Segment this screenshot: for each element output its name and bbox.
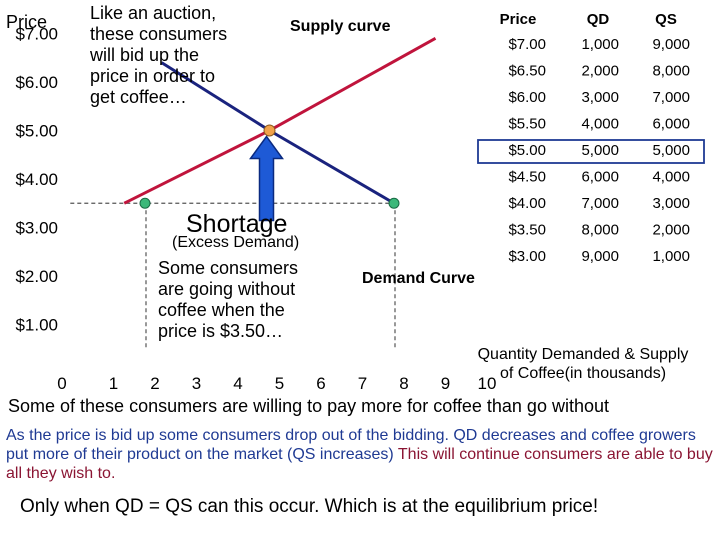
auction-annotation: Like an auction, these consumers will bi… [90, 3, 227, 108]
table-cell: 6,000 [581, 169, 619, 186]
x-tick-label: 0 [57, 374, 66, 393]
bottom-paragraph: As the price is bid up some consumers dr… [6, 426, 718, 483]
table-cell: $5.50 [508, 116, 546, 133]
price-increase-arrow-icon [249, 135, 284, 222]
table-header-cell: Price [500, 11, 537, 28]
table-cell: $3.50 [508, 222, 546, 239]
x-tick-label: 5 [275, 374, 284, 393]
equilibrium-row-highlight [477, 139, 705, 164]
table-cell: 4,000 [581, 116, 619, 133]
table-cell: 2,000 [652, 222, 690, 239]
demand-curve-label: Demand Curve [362, 270, 475, 287]
table-header-cell: QS [655, 11, 677, 28]
final-line: Only when QD = QS can this occur. Which … [20, 496, 599, 517]
table-cell: 7,000 [652, 89, 690, 106]
x-tick-label: 10 [478, 374, 497, 393]
bottom-paragraph-red: This will continue consumers are able to… [6, 446, 713, 482]
table-cell: 4,000 [652, 169, 690, 186]
chart-canvas: $7.00 $6.00 $5.00 $4.00 $3.00 $2.00 $1.00 0 1 2 3 4… [15, 11, 705, 393]
excess-demand-label: (Excess Demand) [172, 234, 300, 251]
x-tick-label: 9 [441, 374, 450, 393]
x-tick-label: 7 [358, 374, 367, 393]
some-line-2: are going without [158, 279, 296, 299]
y-tick-label: $1.00 [15, 316, 58, 335]
x-tick-label: 3 [192, 374, 201, 393]
x-axis-title: Quantity Demanded & Supply of Coffee(in … [452, 345, 714, 383]
y-tick-label: $6.00 [15, 73, 58, 92]
auction-line-5: get coffee… [90, 87, 187, 107]
table-cell: $4.00 [508, 195, 546, 212]
some-line-4: price is $3.50… [158, 321, 284, 341]
shortage-point [139, 197, 151, 209]
x-tick-label: 2 [150, 374, 159, 393]
table-cell: $6.50 [508, 63, 546, 80]
y-tick-label: $2.00 [15, 267, 58, 286]
table-cell: 9,000 [581, 248, 619, 265]
auction-line-1: Like an auction, [90, 3, 217, 23]
table-cell: $4.50 [508, 169, 546, 186]
table-cell: 1,000 [652, 248, 690, 265]
x-tick-label: 4 [233, 374, 242, 393]
x-axis-title-line-1: Quantity Demanded & Supply [477, 346, 689, 363]
x-tick-label: 1 [109, 374, 118, 393]
auction-line-4: price in order to [90, 66, 216, 86]
table-cell: 6,000 [652, 116, 690, 133]
some-consumers-annotation: Some consumers are going without coffee … [158, 258, 298, 342]
equilibrium-point [263, 124, 276, 137]
table-cell: 8,000 [581, 222, 619, 239]
table-cell: 2,000 [581, 63, 619, 80]
some-line-3: coffee when the [158, 300, 285, 320]
bottom-text-black: Some of these consumers are willing to p… [8, 396, 609, 416]
auction-line-3: will bid up the [90, 45, 200, 65]
supply-curve-label: Supply curve [290, 18, 391, 35]
table-cell: 7,000 [581, 195, 619, 212]
x-tick-label: 6 [316, 374, 325, 393]
table-cell: $5.00 [508, 142, 546, 159]
x-tick-label: 8 [399, 374, 408, 393]
y-tick-label: $7.00 [15, 25, 58, 44]
table-cell: 1,000 [581, 36, 619, 53]
table-cell: 8,000 [652, 63, 690, 80]
table-cell: $3.00 [508, 248, 546, 265]
shortage-point [388, 197, 400, 209]
y-tick-label: $4.00 [15, 170, 58, 189]
bottom-paragraph-blue: As the price is bid up some consumers dr… [6, 427, 696, 463]
table-cell: 9,000 [652, 36, 690, 53]
table-cell: $7.00 [508, 36, 546, 53]
shortage-label: Shortage [186, 210, 288, 238]
price-axis-label: Price [6, 12, 48, 32]
some-line-1: Some consumers [158, 258, 299, 278]
table-header-cell: QD [587, 11, 610, 28]
table-cell: 3,000 [652, 195, 690, 212]
y-tick-label: $5.00 [15, 122, 58, 141]
table-cell: 5,000 [581, 142, 619, 159]
table-cell: $6.00 [508, 89, 546, 106]
y-tick-label: $3.00 [15, 219, 58, 238]
x-axis-title-line-2: of Coffee(in thousands) [499, 365, 667, 382]
table-cell: 3,000 [581, 89, 619, 106]
table-cell: 5,000 [652, 142, 690, 159]
auction-line-2: these consumers [90, 24, 228, 44]
